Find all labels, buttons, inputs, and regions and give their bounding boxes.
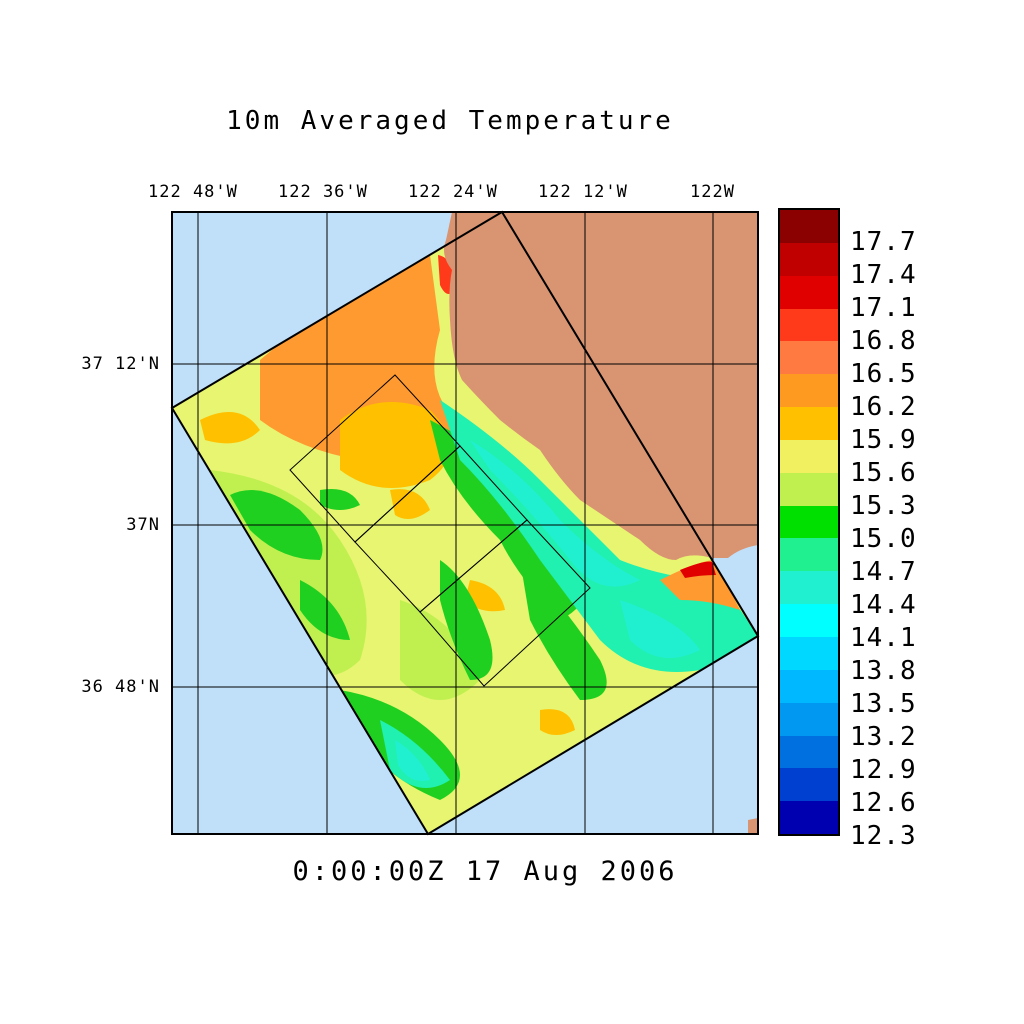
land-mass	[444, 212, 758, 560]
chart-title: 10m Averaged Temperature	[226, 106, 674, 136]
timestamp: 0:00:00Z 17 Aug 2006	[292, 856, 678, 887]
colorbar-cell	[780, 768, 838, 802]
land-spot	[748, 818, 758, 834]
colorbar	[778, 208, 840, 836]
colorbar-cell	[780, 472, 838, 506]
lat-label-3: 36 48'N	[81, 677, 160, 697]
lat-label-1: 37 12'N	[81, 354, 160, 374]
colorbar-label: 14.1	[850, 623, 917, 654]
colorbar-cell	[780, 604, 838, 637]
lon-label-3: 122 24'W	[408, 182, 498, 202]
colorbar-cell	[780, 210, 838, 243]
colorbar-cell	[780, 735, 838, 769]
colorbar-cell	[780, 669, 838, 703]
colorbar-label: 15.0	[850, 524, 917, 554]
colorbar-cell	[780, 439, 838, 473]
colorbar-cell	[780, 571, 838, 605]
lon-label-2: 122 36'W	[278, 182, 368, 202]
colorbar-label: 16.2	[850, 391, 917, 422]
colorbar-label: 14.4	[850, 590, 917, 621]
colorbar-label: 13.8	[850, 656, 917, 687]
colorbar-label: 15.9	[850, 424, 917, 455]
colorbar-label: 16.8	[850, 325, 917, 356]
colorbar-cell	[780, 308, 838, 342]
colorbar-label: 15.6	[850, 457, 917, 488]
colorbar-label: 14.7	[850, 557, 917, 588]
colorbar-cell	[780, 636, 838, 670]
colorbar-cell	[780, 407, 838, 440]
colorbar-cell	[780, 242, 838, 276]
colorbar-label: 17.4	[850, 259, 917, 290]
colorbar-cell	[780, 341, 838, 375]
colorbar-cell	[780, 374, 838, 408]
colorbar-cell	[780, 505, 838, 539]
lon-label-5: 122W	[690, 182, 735, 202]
colorbar-cell	[780, 801, 838, 835]
colorbar-cell	[780, 275, 838, 309]
colorbar-cell	[780, 702, 838, 736]
colorbar-label: 16.5	[850, 358, 917, 389]
map-frame	[171, 211, 759, 835]
lon-label-1: 122 48'W	[148, 182, 238, 202]
nested-domains	[289, 374, 591, 687]
graticule	[172, 212, 758, 834]
colorbar-label: 12.6	[850, 788, 917, 819]
colorbar-label: 17.7	[850, 226, 917, 257]
colorbar-label: 13.5	[850, 689, 917, 720]
colorbar-label: 17.1	[850, 292, 917, 323]
colorbar-cell	[780, 538, 838, 572]
colorbar-label: 13.2	[850, 722, 917, 753]
colorbar-label: 12.3	[850, 821, 917, 852]
lat-label-2: 37N	[126, 515, 160, 535]
lon-label-4: 122 12'W	[538, 182, 628, 202]
colorbar-label: 15.3	[850, 490, 917, 521]
colorbar-label: 12.9	[850, 755, 917, 786]
